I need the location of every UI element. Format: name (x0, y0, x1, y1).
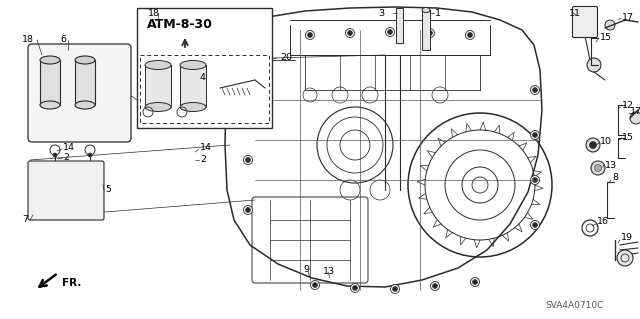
Text: 14: 14 (200, 144, 212, 152)
Text: 11: 11 (569, 9, 581, 18)
Circle shape (387, 29, 392, 34)
FancyBboxPatch shape (573, 6, 598, 38)
Circle shape (88, 153, 92, 157)
Circle shape (243, 155, 253, 165)
Circle shape (348, 31, 353, 35)
Text: 2: 2 (63, 153, 69, 162)
Text: 7: 7 (22, 216, 28, 225)
Circle shape (470, 278, 479, 286)
Text: 17: 17 (630, 108, 640, 116)
Circle shape (246, 108, 250, 113)
Circle shape (531, 220, 540, 229)
FancyBboxPatch shape (28, 44, 131, 142)
Circle shape (591, 161, 605, 175)
Bar (422, 10, 430, 50)
Circle shape (531, 85, 540, 94)
Circle shape (307, 33, 312, 38)
Circle shape (431, 281, 440, 291)
Text: SVA4A0710C: SVA4A0710C (545, 300, 604, 309)
Circle shape (353, 286, 358, 291)
Text: 9: 9 (303, 265, 309, 275)
Ellipse shape (40, 101, 60, 109)
Circle shape (532, 87, 538, 93)
Text: 3: 3 (378, 9, 384, 18)
Bar (180, 65, 206, 107)
Text: 10: 10 (600, 137, 612, 146)
Circle shape (305, 31, 314, 40)
FancyBboxPatch shape (28, 161, 104, 220)
Circle shape (465, 31, 474, 40)
Text: 13: 13 (323, 268, 335, 277)
Ellipse shape (180, 61, 206, 70)
Circle shape (346, 28, 355, 38)
FancyBboxPatch shape (137, 8, 272, 128)
Ellipse shape (40, 56, 60, 64)
Circle shape (589, 142, 596, 149)
Circle shape (243, 106, 253, 115)
Circle shape (390, 285, 399, 293)
Circle shape (53, 153, 57, 157)
Circle shape (351, 284, 360, 293)
Circle shape (532, 222, 538, 227)
Ellipse shape (145, 61, 171, 70)
Circle shape (472, 279, 477, 285)
Text: 15: 15 (622, 133, 634, 143)
Text: 5: 5 (105, 186, 111, 195)
Ellipse shape (422, 8, 430, 12)
Circle shape (392, 286, 397, 292)
Circle shape (587, 58, 601, 72)
Ellipse shape (180, 102, 206, 112)
Circle shape (385, 27, 394, 36)
Text: 16: 16 (597, 218, 609, 226)
Circle shape (532, 132, 538, 137)
Text: 12: 12 (622, 100, 634, 109)
Ellipse shape (75, 56, 95, 64)
Text: 4: 4 (199, 73, 205, 83)
Text: ATM-8-30: ATM-8-30 (147, 18, 213, 31)
Circle shape (246, 207, 250, 212)
Text: 8: 8 (612, 174, 618, 182)
Text: 18: 18 (148, 9, 160, 18)
Text: 13: 13 (605, 160, 617, 169)
Circle shape (630, 112, 640, 124)
Text: 18: 18 (22, 35, 34, 44)
Circle shape (426, 28, 435, 38)
Text: 15: 15 (600, 33, 612, 42)
Text: 2: 2 (200, 155, 206, 165)
Circle shape (605, 20, 615, 30)
Circle shape (310, 280, 319, 290)
Bar (145, 65, 171, 107)
Circle shape (617, 250, 633, 266)
Bar (396, 8, 403, 43)
Circle shape (595, 165, 602, 172)
Text: 20: 20 (280, 54, 292, 63)
Text: 1: 1 (435, 9, 441, 18)
Text: FR.: FR. (62, 278, 81, 288)
Ellipse shape (75, 101, 95, 109)
Circle shape (586, 138, 600, 152)
Text: 14: 14 (63, 144, 75, 152)
Bar (40, 60, 60, 105)
Circle shape (467, 33, 472, 38)
Bar (75, 60, 95, 105)
Text: 19: 19 (621, 234, 633, 242)
Circle shape (246, 158, 250, 162)
Ellipse shape (145, 102, 171, 112)
Circle shape (532, 177, 538, 182)
Text: 6: 6 (60, 35, 66, 44)
Circle shape (243, 205, 253, 214)
Circle shape (531, 130, 540, 139)
Circle shape (531, 175, 540, 184)
Circle shape (428, 31, 433, 35)
Text: 17: 17 (622, 13, 634, 23)
Circle shape (312, 283, 317, 287)
Circle shape (433, 284, 438, 288)
